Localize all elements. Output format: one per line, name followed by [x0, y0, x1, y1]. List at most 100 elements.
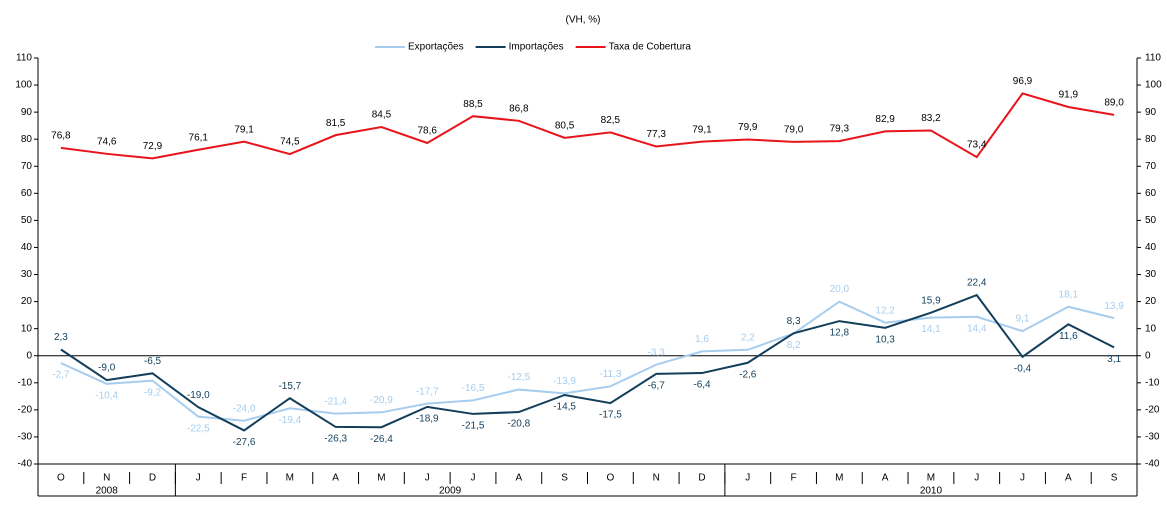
y-tick-label: 70: [21, 161, 33, 172]
data-label: -11,3: [599, 369, 621, 380]
data-label: 89,0: [1104, 97, 1124, 108]
data-label: 12,8: [830, 328, 850, 339]
data-label: -10,4: [95, 391, 118, 402]
x-tick-label: S: [1111, 473, 1118, 484]
x-tick-label: M: [286, 473, 294, 484]
data-label: 72,9: [143, 141, 163, 152]
y2-tick-label: 30: [1145, 269, 1157, 280]
data-label: -20,8: [507, 419, 530, 430]
x-tick-label: A: [1065, 473, 1072, 484]
x-tick-label: F: [241, 473, 247, 484]
data-label: 13,9: [1104, 301, 1124, 312]
x-tick-label: J: [471, 473, 476, 484]
data-label: -21,5: [462, 421, 485, 432]
y2-tick-label: -10: [1145, 377, 1160, 388]
data-label: 76,8: [51, 131, 71, 142]
x-tick-label: O: [607, 473, 615, 484]
data-label: -14,5: [553, 402, 576, 413]
legend-label: Taxa de Cobertura: [609, 42, 692, 53]
data-label: 96,9: [1013, 76, 1033, 87]
x-tick-label: N: [653, 473, 660, 484]
data-label: 81,5: [326, 118, 346, 129]
chart-title: (VH, %): [566, 15, 601, 26]
data-label: 74,6: [97, 136, 117, 147]
data-label: -24,0: [233, 403, 256, 414]
y-tick-label: -40: [18, 459, 33, 470]
y2-tick-label: 50: [1145, 215, 1157, 226]
year-label: 2008: [96, 486, 119, 497]
data-label: 78,6: [417, 126, 437, 137]
y2-tick-label: 110: [1145, 53, 1161, 64]
x-tick-label: J: [1020, 473, 1025, 484]
x-tick-label: S: [561, 473, 568, 484]
data-label: -3,3: [648, 347, 666, 358]
data-label: -13,9: [553, 376, 576, 387]
data-label: 1,6: [695, 334, 709, 345]
data-label: -9,2: [144, 387, 162, 398]
data-label: -0,4: [1014, 363, 1032, 374]
y-tick-label: 10: [21, 323, 33, 334]
data-label: -6,7: [648, 381, 666, 392]
y-tick-label: -20: [18, 405, 33, 416]
x-tick-label: J: [974, 473, 979, 484]
data-label: -19,0: [187, 390, 210, 401]
data-label: 22,4: [967, 278, 987, 289]
y2-tick-label: 80: [1145, 134, 1157, 145]
y2-tick-label: -20: [1145, 405, 1160, 416]
data-label: 8,3: [787, 316, 801, 327]
y2-tick-label: 20: [1145, 296, 1157, 307]
x-tick-label: M: [927, 473, 935, 484]
data-label: 18,1: [1059, 289, 1079, 300]
y2-tick-label: 0: [1145, 350, 1151, 361]
x-tick-label: M: [377, 473, 385, 484]
x-tick-label: N: [103, 473, 110, 484]
x-tick-label: J: [196, 473, 201, 484]
data-label: 74,5: [280, 137, 300, 148]
data-label: -26,4: [370, 434, 393, 445]
data-label: 91,9: [1059, 90, 1079, 101]
x-tick-label: J: [745, 473, 750, 484]
data-label: -20,9: [370, 395, 393, 406]
data-label: 10,3: [875, 334, 895, 345]
y-tick-label: -30: [18, 432, 33, 443]
series-line: [60, 300, 1115, 422]
data-label: 20,0: [830, 284, 850, 295]
data-label: 79,1: [234, 124, 254, 135]
data-label: -2,7: [52, 370, 70, 381]
data-label: -6,4: [693, 380, 711, 391]
data-label: -22,5: [187, 423, 210, 434]
year-label: 2009: [439, 486, 462, 497]
data-label: -19,4: [278, 415, 301, 426]
x-tick-label: J: [425, 473, 430, 484]
y2-tick-label: 60: [1145, 188, 1157, 199]
data-label: 77,3: [646, 129, 666, 140]
x-tick-label: O: [57, 473, 65, 484]
data-label: 80,5: [555, 120, 575, 131]
data-label: -2,6: [739, 369, 757, 380]
data-label: -9,0: [98, 363, 116, 374]
data-label: -17,5: [599, 410, 622, 421]
data-label: 82,5: [601, 115, 621, 126]
data-label: -12,5: [507, 372, 530, 383]
data-label: 82,9: [875, 114, 895, 125]
data-label: 15,9: [921, 295, 941, 306]
y-tick-label: 30: [21, 269, 33, 280]
y-tick-label: 60: [21, 188, 33, 199]
data-label: 79,9: [738, 122, 758, 133]
y2-tick-label: -30: [1145, 432, 1160, 443]
data-label: 76,1: [189, 132, 209, 143]
y-tick-label: 110: [16, 53, 32, 64]
data-label: -27,6: [233, 437, 256, 448]
data-label: 83,2: [921, 113, 941, 124]
y-tick-label: 80: [21, 134, 33, 145]
y-tick-label: 100: [15, 80, 32, 91]
data-label: -21,4: [324, 396, 347, 407]
y2-tick-label: 100: [1145, 80, 1162, 91]
y2-tick-label: -40: [1145, 459, 1160, 470]
data-label: -15,7: [278, 381, 301, 392]
x-tick-label: F: [791, 473, 797, 484]
x-tick-label: M: [835, 473, 843, 484]
y2-tick-label: 10: [1145, 323, 1157, 334]
y-tick-label: 20: [21, 296, 33, 307]
data-label: 84,5: [372, 110, 392, 121]
